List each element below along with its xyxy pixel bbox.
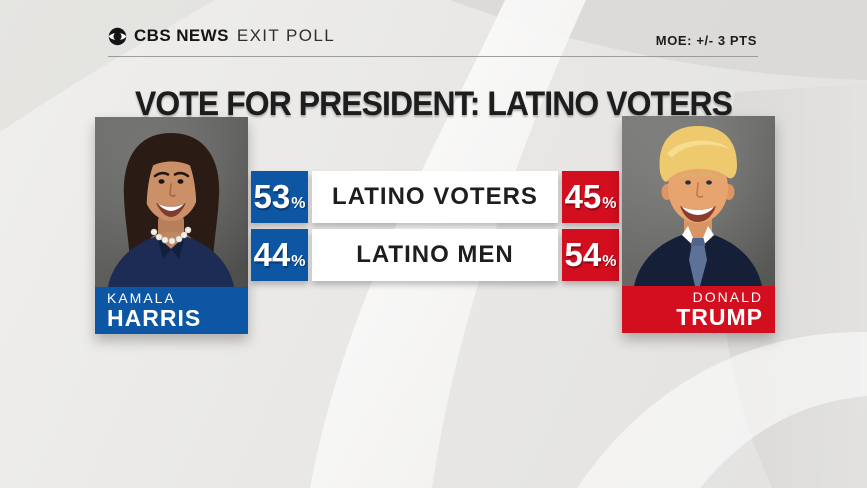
trump-pct-latino-men: 54%	[562, 229, 619, 281]
category-label-latino-men: LATINO MEN	[312, 229, 558, 281]
program-name: EXIT POLL	[236, 26, 336, 45]
harris-latino-men-value: 44	[253, 236, 291, 273]
harris-pct-latino-men: 44%	[251, 229, 308, 281]
harris-name-box: KAMALA HARRIS	[95, 287, 248, 334]
kamala-harris-photo	[95, 117, 248, 287]
harris-pct-latino-voters: 53%	[251, 171, 308, 223]
harris-card: KAMALA HARRIS	[95, 117, 248, 334]
network-name: CBS NEWS	[134, 26, 229, 45]
harris-latino-voters-value: 53	[253, 178, 291, 215]
category-label-latino-voters: LATINO VOTERS	[312, 171, 558, 223]
poll-results: 53% LATINO VOTERS 45% 44% LATINO MEN 54%	[251, 171, 619, 281]
donald-trump-photo	[622, 116, 775, 286]
poll-row-latino-voters: 53% LATINO VOTERS 45%	[251, 171, 619, 223]
trump-latino-men-value: 54	[564, 236, 602, 273]
harris-first-name: KAMALA	[107, 289, 176, 306]
percent-sign: %	[291, 253, 306, 270]
margin-of-error-note: MOE: +/- 3 PTS	[655, 33, 757, 48]
percent-sign: %	[602, 253, 617, 270]
harris-last-name: HARRIS	[107, 305, 202, 332]
trump-first-name: DONALD	[692, 288, 763, 305]
poll-row-latino-men: 44% LATINO MEN 54%	[251, 229, 619, 281]
percent-sign: %	[602, 195, 617, 212]
trump-card: DONALD TRUMP	[622, 116, 775, 333]
cbs-news-exit-poll-brand: CBS NEWS EXIT POLL	[108, 26, 335, 46]
percent-sign: %	[291, 195, 306, 212]
cbs-eye-icon	[108, 27, 127, 45]
header-divider	[108, 56, 758, 57]
trump-name-box: DONALD TRUMP	[622, 286, 775, 333]
trump-last-name: TRUMP	[676, 304, 763, 331]
trump-pct-latino-voters: 45%	[562, 171, 619, 223]
trump-latino-voters-value: 45	[564, 178, 602, 215]
